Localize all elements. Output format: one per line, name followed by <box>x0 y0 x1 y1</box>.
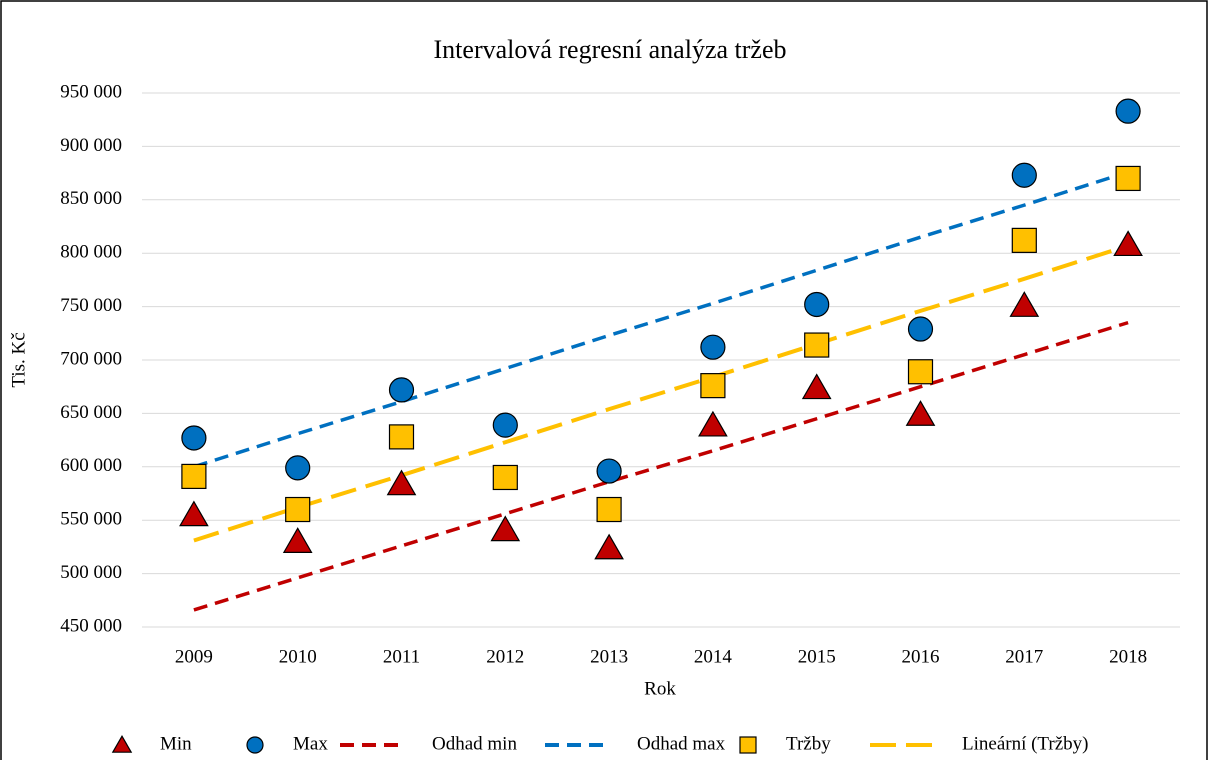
legend-marker <box>111 734 133 753</box>
x-tick-label: 2010 <box>279 646 317 667</box>
marker <box>1009 291 1040 317</box>
y-axis-label: Tis. Kč <box>8 332 29 387</box>
marker <box>181 425 207 451</box>
x-tick-label: 2014 <box>694 646 733 667</box>
y-tick-label: 550 000 <box>60 509 122 530</box>
marker <box>285 496 311 523</box>
marker <box>386 469 417 496</box>
marker <box>285 455 311 481</box>
marker <box>1113 230 1143 257</box>
x-tick-label: 2013 <box>590 646 628 667</box>
marker <box>282 527 313 553</box>
marker <box>700 334 726 360</box>
y-tick-label: 750 000 <box>60 295 122 316</box>
marker <box>804 332 830 358</box>
y-tick-label: 800 000 <box>60 242 122 263</box>
marker <box>179 500 209 527</box>
marker <box>907 359 934 385</box>
legend-label: Min <box>160 733 192 754</box>
marker <box>1011 227 1037 253</box>
marker <box>801 373 832 400</box>
marker <box>492 412 518 438</box>
legend-marker <box>739 736 757 754</box>
x-tick-label: 2018 <box>1109 646 1147 667</box>
marker <box>907 316 934 342</box>
marker <box>1115 165 1141 192</box>
x-tick-label: 2017 <box>1005 646 1043 667</box>
legend-label: Odhad min <box>432 733 517 754</box>
marker <box>1115 98 1141 124</box>
marker <box>594 533 624 560</box>
y-tick-label: 850 000 <box>60 188 122 209</box>
y-tick-label: 900 000 <box>60 135 122 156</box>
marker <box>1011 162 1037 188</box>
y-tick-label: 950 000 <box>60 81 122 102</box>
x-tick-label: 2009 <box>175 646 213 667</box>
marker <box>596 496 622 523</box>
y-tick-label: 500 000 <box>60 562 122 583</box>
marker <box>492 464 518 491</box>
x-tick-label: 2011 <box>383 646 420 667</box>
marker <box>700 373 726 399</box>
legend-label: Odhad max <box>637 733 726 754</box>
chart-title: Intervalová regresní analýza tržeb <box>434 35 787 64</box>
x-tick-label: 2015 <box>798 646 836 667</box>
marker <box>388 424 415 450</box>
marker <box>181 463 207 490</box>
legend-label: Lineární (Tržby) <box>962 733 1088 754</box>
y-tick-label: 700 000 <box>60 348 122 369</box>
x-axis-label: Rok <box>644 678 676 699</box>
legend-marker <box>246 736 264 754</box>
y-tick-label: 650 000 <box>60 402 122 423</box>
marker <box>596 458 622 484</box>
trend-line <box>193 243 1129 543</box>
legend-label: Max <box>293 733 328 754</box>
trend-line <box>193 320 1129 612</box>
legend-label: Tržby <box>786 733 831 754</box>
marker <box>905 400 936 426</box>
x-tick-label: 2012 <box>486 646 524 667</box>
marker <box>490 515 521 542</box>
x-tick-label: 2016 <box>902 646 940 667</box>
trend-line <box>193 170 1129 469</box>
marker <box>804 291 830 318</box>
marker <box>388 377 415 403</box>
y-tick-label: 450 000 <box>60 615 122 636</box>
marker <box>698 410 728 437</box>
y-tick-label: 600 000 <box>60 455 122 476</box>
